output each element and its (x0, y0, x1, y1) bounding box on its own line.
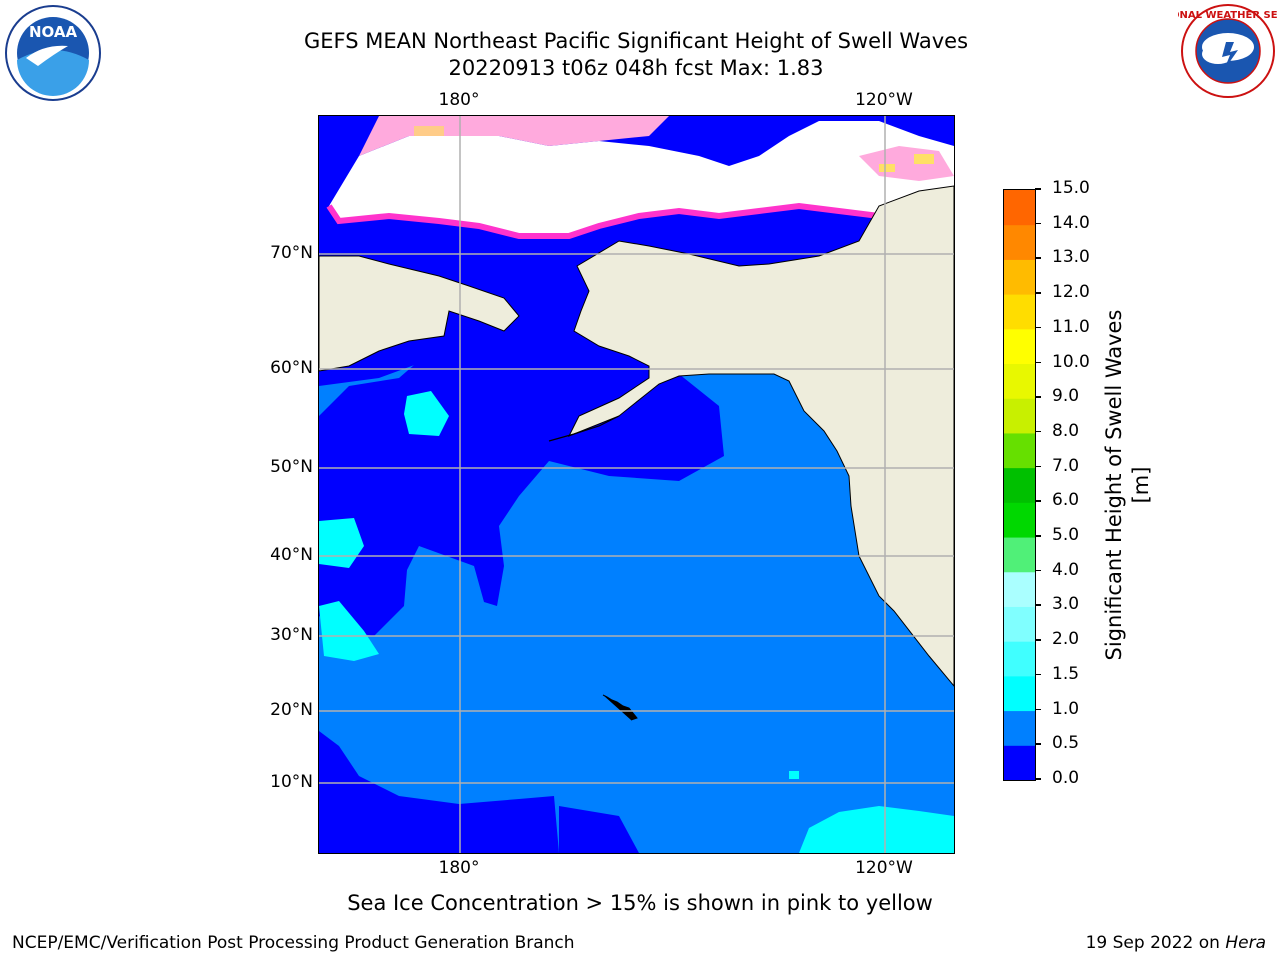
colorbar-tick-mark (1035, 708, 1041, 711)
colorbar-tick-label: 11.0 (1052, 316, 1090, 337)
lat-label-40n: 40°N (270, 545, 313, 565)
colorbar-tick-label: 14.0 (1052, 212, 1090, 233)
colorbar-tick-label: 5.0 (1052, 525, 1080, 546)
land-aleutians (548, 415, 620, 442)
colorbar-segment (1004, 363, 1035, 399)
colorbar-title: Significant Height of Swell Waves [m] (1102, 309, 1153, 661)
noaa-logo: NOAA (4, 4, 102, 102)
lat-label-50n: 50°N (270, 457, 313, 477)
colorbar-tick-mark (1035, 673, 1041, 676)
colorbar-tick-label: 1.0 (1052, 698, 1080, 719)
lat-label-20n: 20°N (270, 700, 313, 720)
ocean-swell-10-15-e (789, 771, 799, 779)
colorbar-segment (1004, 294, 1035, 330)
chart-title: GEFS MEAN Northeast Pacific Significant … (303, 29, 969, 53)
colorbar-segment (1004, 328, 1035, 365)
colorbar-segment (1004, 745, 1035, 781)
colorbar-tick-mark (1035, 430, 1041, 433)
ocean-swell-10-15-a (404, 391, 449, 436)
colorbar-tick-mark (1035, 535, 1041, 537)
colorbar-tick-mark (1035, 222, 1041, 225)
lat-label-70n: 70°N (270, 243, 313, 263)
colorbar-tick-label: 0.0 (1052, 768, 1080, 788)
sea-ice-white (329, 121, 954, 236)
colorbar-segment (1004, 675, 1035, 712)
ocean-swell-0-05-south2 (559, 806, 639, 853)
colorbar-tick-label: 4.0 (1052, 559, 1080, 580)
colorbar-tick-label: 9.0 (1052, 386, 1080, 407)
land-north-america (567, 185, 955, 688)
sea-ice-yellow-a (914, 154, 934, 164)
colorbar-tick-label: 15.0 (1052, 178, 1090, 198)
colorbar-tick-label: 6.0 (1052, 490, 1080, 511)
chart-subtitle: 20220913 t06z 048h fcst Max: 1.83 (448, 56, 824, 80)
colorbar-tick-label: 3.0 (1052, 594, 1080, 615)
colorbar-tick-mark (1035, 604, 1041, 606)
colorbar-segment (1004, 432, 1035, 469)
colorbar-tick-mark (1035, 257, 1041, 259)
colorbar-tick-label: 12.0 (1052, 282, 1090, 303)
colorbar-tick-mark (1035, 743, 1041, 745)
colorbar-segment (1004, 537, 1035, 573)
sea-ice-yellow-c (414, 126, 444, 136)
swell-height-map (318, 115, 956, 854)
ocean-swell-0-05-south (319, 731, 559, 853)
ocean-swell-10-15-d (799, 806, 954, 853)
colorbar-tick-mark (1035, 396, 1041, 398)
colorbar-tick-label: 10.0 (1052, 351, 1090, 372)
colorbar-tick-mark (1035, 326, 1041, 329)
ocean-swell-10-15-c (319, 601, 379, 661)
colorbar-tick-label: 13.0 (1052, 247, 1090, 268)
lon-label-bottom-120w: 120°W (855, 858, 913, 878)
sea-ice-yellow-b (879, 164, 895, 172)
lat-label-60n: 60°N (270, 358, 313, 378)
footer-machine: Hera (1225, 933, 1266, 953)
colorbar-tick-label: 8.0 (1052, 420, 1080, 441)
colorbar-segment (1004, 224, 1035, 260)
colorbar-tick-mark (1035, 465, 1041, 468)
sea-ice-pink-edge (326, 193, 956, 239)
colorbar-tick-mark (1035, 500, 1041, 502)
colorbar-tick-label: 1.5 (1052, 663, 1080, 684)
colorbar-segment (1004, 259, 1035, 295)
nws-logo-text: NATIONAL WEATHER SERVICE (1178, 10, 1278, 21)
colorbar-segment (1004, 710, 1035, 746)
land-siberia (318, 255, 520, 372)
colorbar-tick-mark (1035, 188, 1041, 190)
footer-credit: NCEP/EMC/Verification Post Processing Pr… (12, 933, 575, 953)
colorbar-tick-mark (1035, 778, 1041, 780)
graticule (319, 116, 954, 853)
colorbar-segment (1004, 502, 1035, 538)
footer-date: 19 Sep 2022 on Hera (1086, 933, 1266, 953)
colorbar-tick-mark (1035, 569, 1041, 572)
colorbar-segment (1004, 190, 1035, 226)
sea-ice-caption: Sea Ice Concentration > 15% is shown in … (347, 891, 933, 915)
nws-logo: NATIONAL WEATHER SERVICE (1145, 2, 1280, 100)
land-hawaii (602, 694, 638, 721)
lon-label-bottom-180: 180° (438, 858, 480, 878)
lon-label-top-180: 180° (438, 90, 480, 110)
colorbar-segment (1004, 467, 1035, 503)
colorbar-tick-label: 2.0 (1052, 629, 1080, 650)
colorbar-segment (1004, 606, 1035, 642)
colorbar (1003, 189, 1036, 781)
colorbar-segment (1004, 571, 1035, 607)
footer-date-text: 19 Sep 2022 on (1085, 933, 1226, 953)
colorbar-segment (1004, 398, 1035, 434)
lat-label-30n: 30°N (270, 625, 313, 645)
noaa-logo-text: NOAA (29, 23, 78, 41)
lon-label-top-120w: 120°W (855, 90, 913, 110)
colorbar-tick-mark (1035, 292, 1041, 294)
colorbar-tick-label: 0.5 (1052, 733, 1080, 754)
lat-label-10n: 10°N (270, 772, 313, 792)
colorbar-segment (1004, 641, 1035, 677)
colorbar-tick-mark (1035, 361, 1041, 364)
colorbar-tick-mark (1035, 639, 1041, 641)
colorbar-tick-label: 7.0 (1052, 455, 1080, 476)
